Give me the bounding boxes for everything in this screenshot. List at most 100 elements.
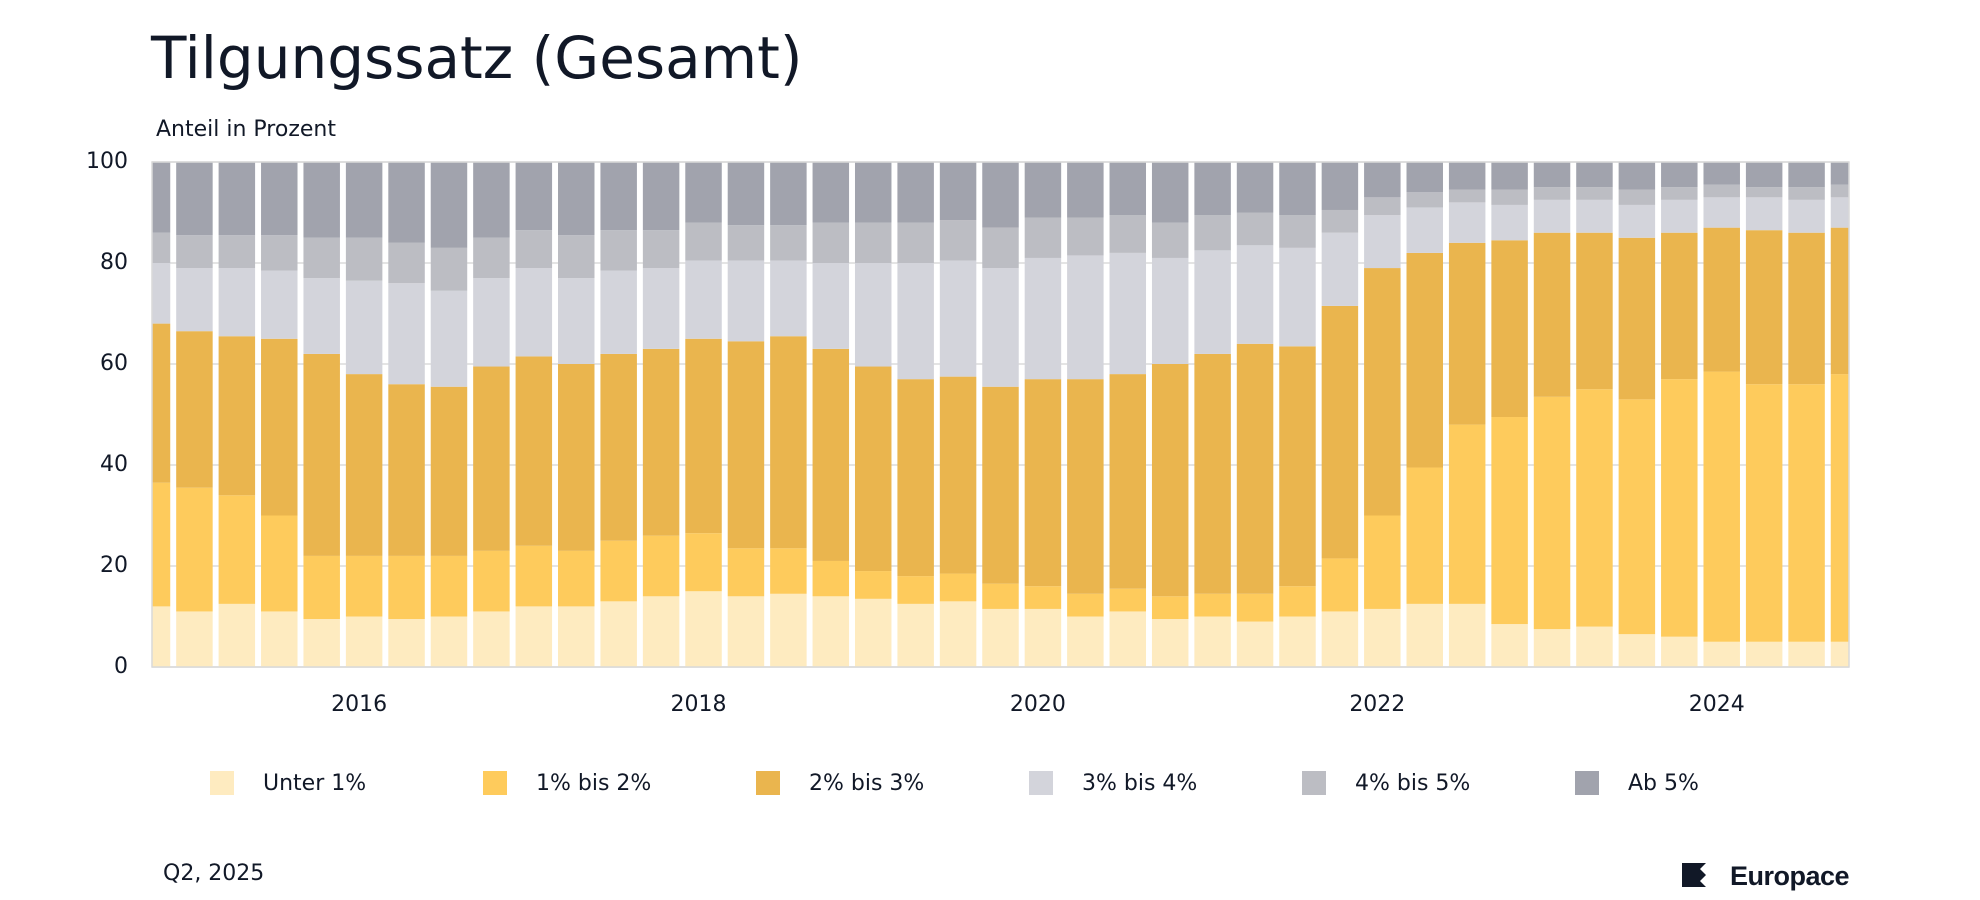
bar-segment: [388, 242, 425, 284]
bar-segment: [558, 606, 595, 667]
bar-segment: [345, 280, 383, 375]
bar-segment: [1448, 162, 1486, 190]
bar-segment: [1703, 371, 1740, 642]
bar-segment: [1788, 199, 1825, 233]
bar-segment: [303, 237, 340, 279]
bar-segment: [1279, 616, 1316, 667]
bar-segment: [515, 230, 553, 269]
bar-segment: [345, 374, 383, 556]
bar-segment: [1745, 230, 1783, 385]
bar-segment: [430, 162, 468, 248]
bar-segment: [218, 235, 256, 269]
bar-segment: [982, 386, 1019, 584]
bar-segment: [1109, 374, 1147, 589]
bar-segment: [812, 348, 850, 561]
bar-segment: [1194, 215, 1231, 251]
bar-segment: [152, 482, 171, 607]
bar-segment: [473, 611, 510, 667]
bar-segment: [1024, 608, 1062, 667]
chart-subtitle: Anteil in Prozent: [156, 117, 336, 142]
bar-segment: [770, 336, 807, 549]
bar-segment: [1661, 199, 1698, 233]
bar-segment: [642, 596, 680, 667]
bar-segment: [812, 560, 850, 597]
bar-segment: [727, 225, 765, 261]
bar-segment: [1364, 515, 1401, 609]
bar-segment: [1024, 586, 1062, 609]
bar-segment: [685, 338, 722, 534]
bar-segment: [1533, 396, 1571, 630]
bar-segment: [473, 550, 510, 612]
bar-segment: [1321, 305, 1359, 559]
bar-segment: [388, 555, 425, 620]
bar-segment: [1618, 237, 1656, 400]
bar-segment: [685, 260, 722, 339]
bar-segment: [812, 162, 850, 223]
bar-segment: [261, 515, 298, 612]
bar-segment: [345, 162, 383, 238]
bar-segment: [812, 222, 850, 263]
bar-segment: [1406, 162, 1443, 193]
bar-segment: [1321, 209, 1359, 233]
bar-segment: [1491, 240, 1528, 418]
bar-segment: [261, 162, 298, 236]
bar-segment: [1491, 162, 1528, 190]
bar-segment: [176, 487, 213, 612]
bar-segment: [1788, 384, 1825, 642]
bar-segment: [558, 235, 595, 279]
x-tick-label: 2024: [1689, 692, 1745, 717]
bar-segment: [897, 222, 934, 263]
bar-segment: [176, 611, 213, 667]
bar-segment: [897, 263, 934, 380]
bar-segment: [1576, 162, 1613, 188]
bar-segment: [600, 601, 637, 667]
bar-segment: [1576, 187, 1613, 200]
bar-segment: [1406, 603, 1443, 667]
bar-segment: [600, 162, 637, 231]
legend-label: Unter 1%: [263, 771, 366, 796]
bar-segment: [770, 593, 807, 667]
bar-segment: [1830, 184, 1849, 198]
bar-segment: [1067, 162, 1104, 218]
bar-segment: [1661, 232, 1698, 380]
bar-segment: [1194, 162, 1231, 216]
bar-segment: [1236, 245, 1274, 344]
bar-segment: [1151, 364, 1189, 597]
bar-segment: [345, 237, 383, 281]
bar-segment: [1194, 250, 1231, 354]
bar-segment: [854, 222, 892, 263]
bar-segment: [1745, 384, 1783, 642]
bar-segment: [770, 548, 807, 594]
bar-segment: [854, 571, 892, 599]
bar-segment: [1279, 215, 1316, 248]
bar-segment: [152, 162, 171, 233]
bar-segment: [430, 290, 468, 387]
legend-swatch: [1029, 771, 1053, 795]
bar-segment: [1109, 611, 1147, 667]
legend-label: Ab 5%: [1628, 771, 1699, 796]
y-tick-label: 100: [86, 149, 128, 174]
bar-segment: [642, 162, 680, 231]
bar-segment: [1703, 184, 1740, 198]
bar-segment: [1491, 417, 1528, 625]
bar-segment: [1236, 621, 1274, 667]
bar-segment: [1703, 162, 1740, 185]
bar-segment: [1830, 227, 1849, 375]
bar-segment: [152, 232, 171, 263]
bar-segment: [558, 278, 595, 364]
bar-segment: [727, 341, 765, 549]
bar-segment: [1279, 346, 1316, 587]
bar-segment: [1576, 626, 1613, 667]
bar-segment: [1151, 596, 1189, 620]
brand-logo: [1682, 863, 1706, 887]
x-tick-label: 2020: [1010, 692, 1066, 717]
bar-segment: [1830, 641, 1849, 667]
bar-segment: [1576, 199, 1613, 233]
bar-segment: [982, 162, 1019, 228]
bar-segment: [1067, 217, 1104, 256]
bar-segment: [152, 606, 171, 667]
legend-swatch: [756, 771, 780, 795]
bar-segment: [1703, 227, 1740, 372]
bar-segment: [261, 611, 298, 667]
bar-segment: [939, 260, 977, 377]
